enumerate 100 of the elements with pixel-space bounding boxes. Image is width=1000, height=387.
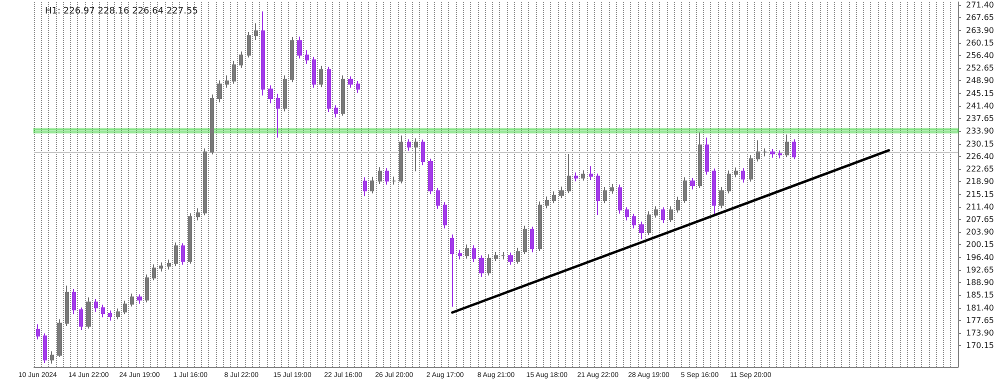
candlestick <box>232 60 236 84</box>
candlestick <box>756 140 760 162</box>
candlestick <box>116 308 120 320</box>
y-tick-label: 237.65 <box>966 114 994 124</box>
y-tick-label: 233.90 <box>966 126 994 136</box>
candlestick <box>392 176 396 186</box>
candlestick <box>559 186 564 199</box>
candlestick <box>501 251 505 260</box>
candlestick <box>36 324 40 340</box>
y-tick-label: 207.65 <box>966 214 994 224</box>
candlestick <box>378 166 382 184</box>
candlestick <box>94 298 98 312</box>
y-tick-label: 181.40 <box>966 303 994 312</box>
candlestick <box>770 148 775 158</box>
candlestick <box>312 56 316 88</box>
candlestick <box>778 150 782 159</box>
candlestick <box>196 208 200 221</box>
y-tick-label: 256.40 <box>966 50 994 60</box>
candlestick <box>690 177 695 190</box>
candlestick <box>334 104 338 118</box>
candlestick <box>705 137 709 176</box>
candlestick <box>792 138 796 160</box>
candlestick <box>625 206 629 221</box>
y-tick-label: 260.15 <box>966 38 994 48</box>
candlestick <box>712 168 716 216</box>
candlestick <box>297 36 302 60</box>
candlestick <box>370 176 374 194</box>
y-tick-label: 267.65 <box>966 13 994 22</box>
candlestick <box>57 318 62 358</box>
candlestick <box>610 183 614 194</box>
y-tick-label: 271.40 <box>966 0 994 10</box>
candlestick <box>683 176 687 204</box>
y-tick-label: 200.15 <box>966 240 994 250</box>
candlestick <box>545 196 549 209</box>
y-tick-label: 173.90 <box>966 328 994 338</box>
candlestick <box>581 170 585 182</box>
candlestick <box>181 242 185 266</box>
candlestick <box>327 66 331 113</box>
candlestick <box>319 65 323 88</box>
candlestick <box>487 254 491 276</box>
candlestick <box>508 252 513 266</box>
candlestick <box>523 225 527 254</box>
candlestick <box>363 176 367 197</box>
candlestick <box>356 80 360 94</box>
y-tick-label: 241.40 <box>966 101 994 110</box>
candlestick <box>152 264 156 281</box>
candlestick <box>79 306 83 330</box>
candlestick <box>174 242 178 267</box>
candlestick <box>618 184 622 214</box>
candlestick <box>698 132 702 189</box>
candlestick <box>465 244 469 260</box>
candlestick <box>123 300 127 315</box>
candlestick <box>494 251 498 262</box>
candlestick <box>137 294 142 304</box>
candlestick <box>727 170 731 194</box>
candlestick <box>72 288 76 315</box>
candlestick <box>763 148 767 157</box>
candlestick <box>552 190 556 204</box>
candlestick <box>188 212 192 264</box>
candlestick <box>290 36 294 83</box>
y-tick-label: 188.90 <box>966 278 994 288</box>
y-tick-label: 211.40 <box>966 202 994 212</box>
candlestick <box>43 332 47 364</box>
candlestick <box>210 94 214 155</box>
candlestick <box>159 262 163 272</box>
candlestick <box>145 274 149 303</box>
y-tick-label: 248.90 <box>966 76 994 86</box>
candlestick <box>261 10 265 96</box>
candlestick <box>749 154 753 182</box>
candlestick <box>603 186 607 204</box>
candlestick <box>305 50 309 64</box>
candlestick <box>472 244 476 263</box>
text: H1: 226.97 228.16 226.64 227.55 <box>45 6 198 16</box>
candlestick <box>567 154 571 194</box>
candlestick <box>239 50 243 68</box>
candlestick <box>348 76 353 88</box>
candlestick <box>458 249 462 260</box>
candlestick <box>654 206 658 218</box>
candlestick <box>399 135 403 184</box>
candlestick <box>530 226 534 253</box>
candlestick <box>167 259 171 270</box>
y-tick-label: 245.15 <box>966 88 994 98</box>
y-tick-label: 203.90 <box>966 228 994 237</box>
candlestick <box>385 168 389 186</box>
candlestick <box>676 196 680 214</box>
candlestick <box>450 234 454 308</box>
candlestick <box>268 84 273 104</box>
candlestick <box>785 134 789 158</box>
candlestick <box>225 74 229 88</box>
candlestick <box>661 206 665 224</box>
y-tick-label: 263.90 <box>966 26 994 35</box>
candlestick <box>516 247 520 264</box>
candlestick <box>596 173 600 216</box>
candlestick <box>669 206 673 223</box>
y-tick-label: 226.40 <box>966 152 994 161</box>
y-tick-label: 192.65 <box>966 265 994 274</box>
candlestick <box>589 166 593 180</box>
candlestick <box>86 296 91 330</box>
y-tick-label: 196.40 <box>966 252 994 262</box>
candlestick <box>217 80 222 103</box>
